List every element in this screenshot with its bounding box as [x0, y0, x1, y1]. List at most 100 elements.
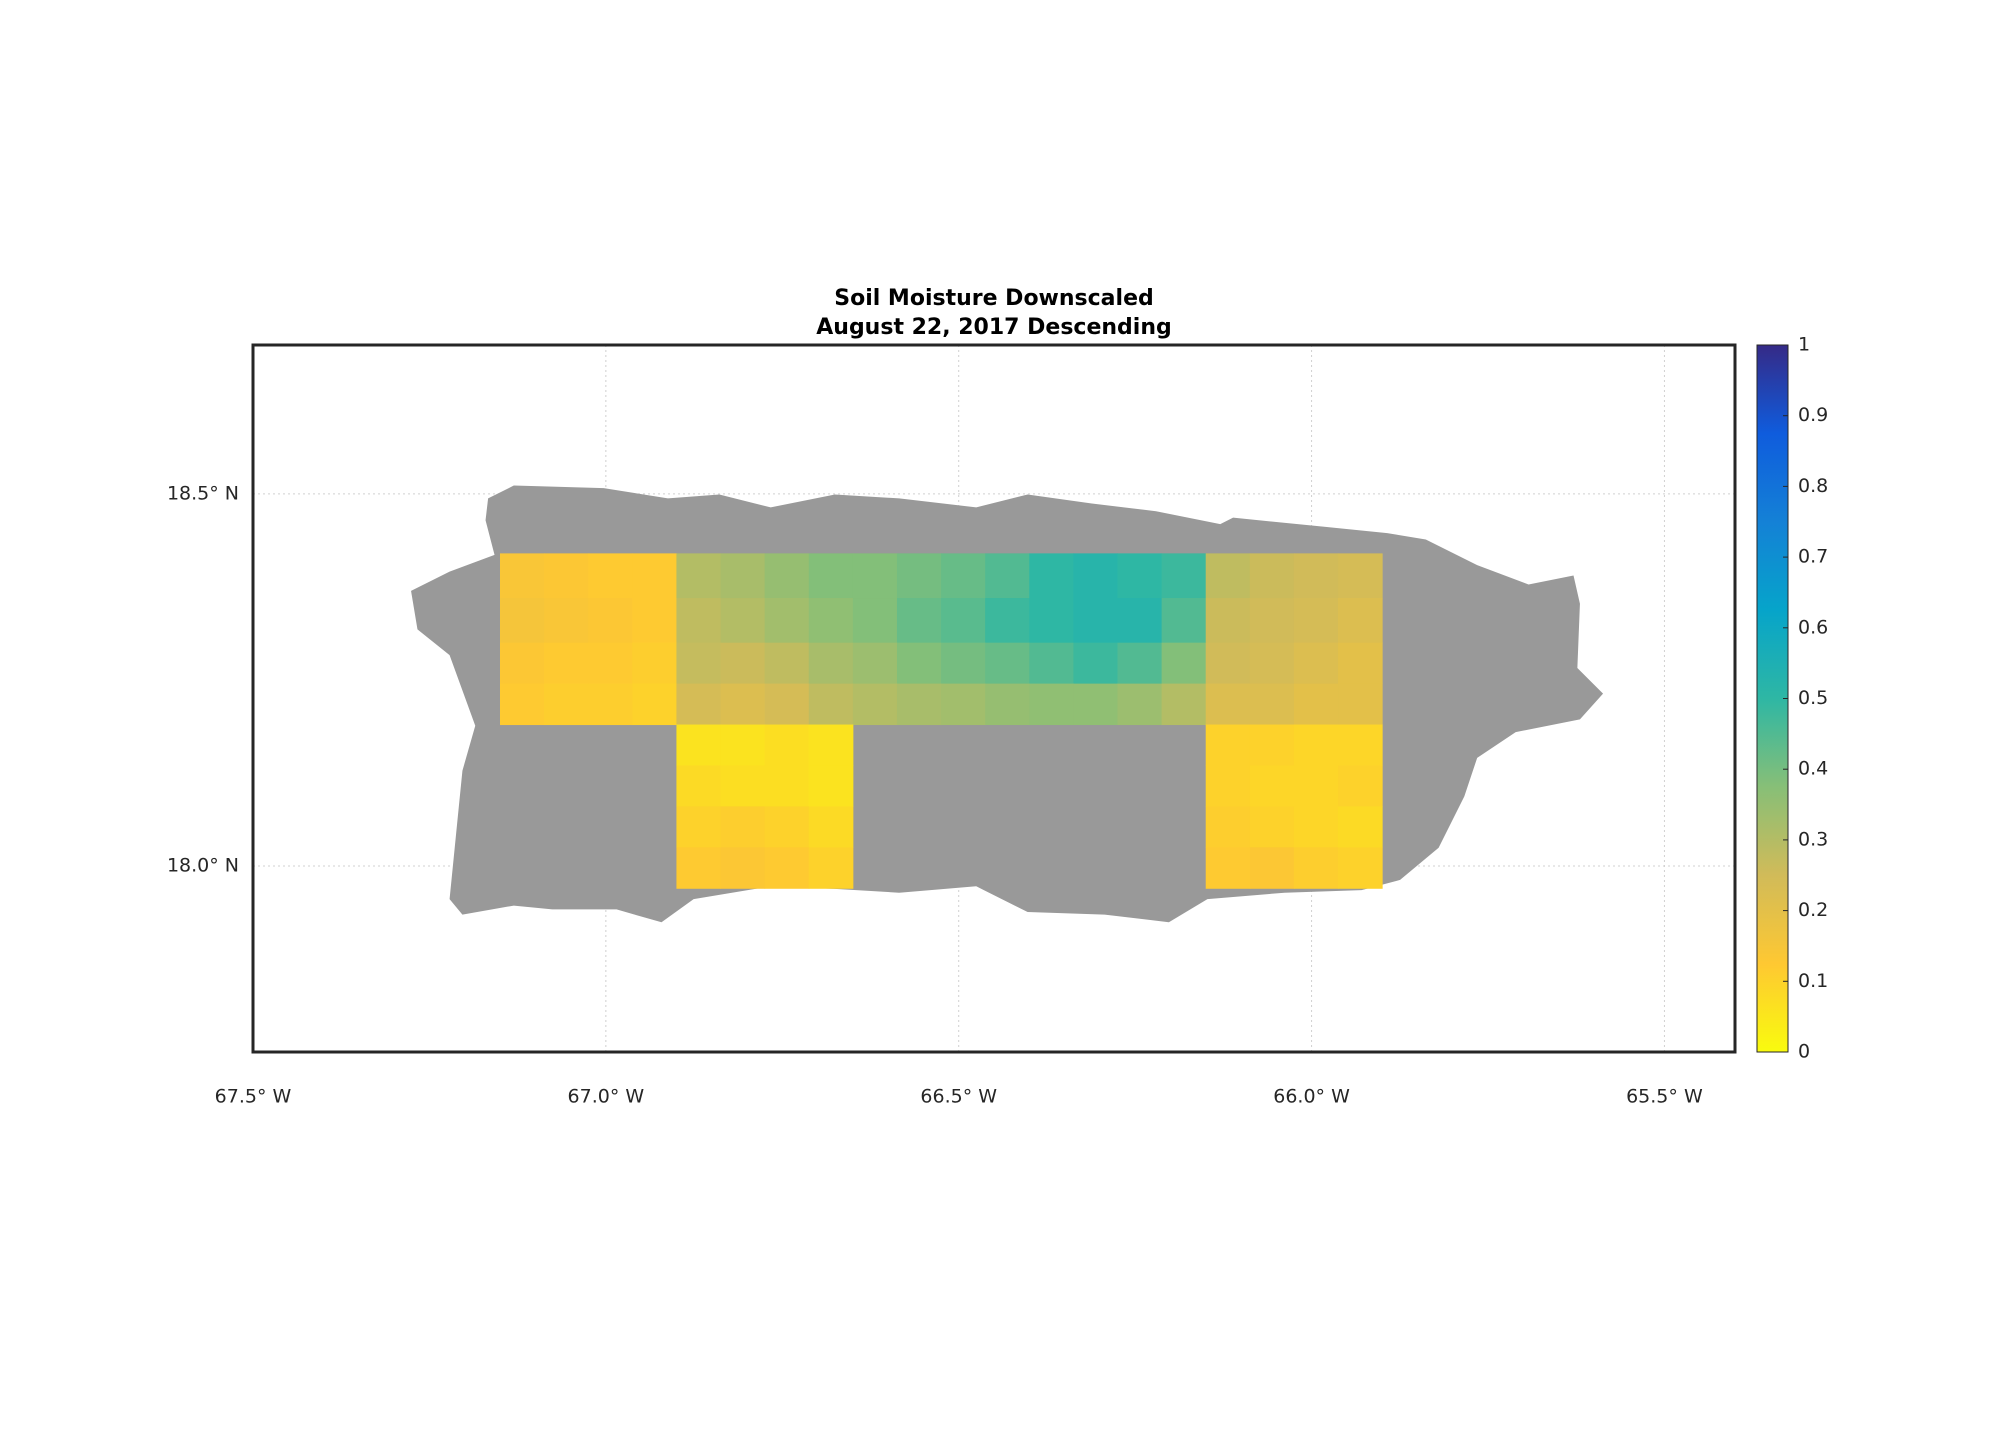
moisture-cell [1338, 806, 1383, 848]
colorbar-tick-label: 0 [1798, 1041, 1810, 1063]
moisture-cell [808, 724, 854, 766]
moisture-cell [1117, 553, 1163, 599]
moisture-cell [500, 598, 545, 644]
moisture-cell [544, 553, 589, 599]
moisture-cell [1161, 553, 1207, 599]
moisture-cell [985, 553, 1030, 599]
moisture-cell [764, 724, 810, 766]
x-tick-label: 67.5° W [215, 1086, 292, 1108]
moisture-cell [985, 598, 1030, 644]
moisture-cell [852, 683, 898, 726]
moisture-cell [544, 642, 589, 685]
moisture-cell [1338, 847, 1383, 889]
colorbar-tick-label: 0.1 [1798, 970, 1828, 992]
moisture-cell [1117, 598, 1163, 644]
moisture-cell [808, 642, 854, 685]
moisture-cell [985, 683, 1030, 726]
moisture-cell [852, 642, 898, 685]
moisture-cell [588, 642, 633, 685]
moisture-cell [1249, 765, 1295, 807]
moisture-cell [676, 806, 722, 848]
moisture-cell [1293, 724, 1339, 766]
moisture-cell [1293, 598, 1339, 644]
moisture-cell [1205, 553, 1251, 599]
moisture-cell [808, 598, 854, 644]
moisture-cell [1029, 598, 1074, 644]
map-frame [251, 343, 1737, 1054]
moisture-cell [632, 642, 677, 685]
moisture-cell [1205, 806, 1251, 848]
moisture-cell [896, 553, 942, 599]
moisture-cell [1293, 553, 1339, 599]
moisture-cell [852, 598, 898, 644]
moisture-cell [941, 642, 986, 685]
moisture-cell [1249, 598, 1295, 644]
colorbar-tick-label: 0.3 [1798, 828, 1828, 850]
moisture-cell [1249, 806, 1295, 848]
moisture-cell [808, 806, 854, 848]
colorbar-tick-label: 0.6 [1798, 616, 1828, 638]
y-tick-label: 18.5° N [167, 482, 239, 504]
moisture-cell [588, 598, 633, 644]
moisture-cell [1293, 806, 1339, 848]
moisture-cell [1161, 683, 1207, 726]
moisture-cell [896, 598, 942, 644]
moisture-cell [764, 553, 810, 599]
moisture-cell [1161, 642, 1207, 685]
moisture-cell [1249, 847, 1295, 889]
moisture-cell [588, 683, 633, 726]
moisture-cell [676, 765, 722, 807]
y-tick-label: 18.0° N [167, 854, 239, 876]
moisture-cell [720, 553, 766, 599]
moisture-cell [1338, 642, 1383, 685]
moisture-cell [632, 553, 677, 599]
moisture-cell [941, 598, 986, 644]
moisture-cell [764, 847, 810, 889]
moisture-cell [1205, 598, 1251, 644]
moisture-cell [676, 553, 722, 599]
colorbar-tick-label: 0.5 [1798, 687, 1828, 709]
moisture-cell [1029, 642, 1074, 685]
colorbar-tick-label: 0.2 [1798, 899, 1828, 921]
moisture-cell [1249, 642, 1295, 685]
colorbar-tick-label: 0.7 [1798, 546, 1828, 568]
moisture-cell [985, 642, 1030, 685]
moisture-cell [1293, 847, 1339, 889]
moisture-cell [676, 683, 722, 726]
moisture-cell [1205, 642, 1251, 685]
moisture-cell [764, 806, 810, 848]
moisture-cell [1073, 683, 1118, 726]
moisture-cell [808, 553, 854, 599]
moisture-cell [720, 683, 766, 726]
x-tick-label: 65.5° W [1626, 1086, 1703, 1108]
moisture-cell [896, 683, 942, 726]
moisture-cell [852, 553, 898, 599]
moisture-cell [1249, 683, 1295, 726]
moisture-cell [1161, 598, 1207, 644]
map-title: Soil Moisture Downscaled [834, 286, 1154, 311]
moisture-cell [808, 847, 854, 889]
moisture-cell [676, 642, 722, 685]
moisture-cell [1338, 724, 1383, 766]
moisture-cell [500, 683, 545, 726]
moisture-cell [764, 642, 810, 685]
moisture-cell [1205, 724, 1251, 766]
moisture-cell [1249, 724, 1295, 766]
moisture-cell [1073, 642, 1118, 685]
moisture-cell [1205, 683, 1251, 726]
moisture-cell [1338, 598, 1383, 644]
moisture-cell [1029, 683, 1074, 726]
moisture-cell [720, 847, 766, 889]
colorbar-tick-label: 0.4 [1798, 758, 1828, 780]
moisture-cell [941, 553, 986, 599]
moisture-cell [676, 847, 722, 889]
moisture-cell [720, 724, 766, 766]
moisture-cell [632, 683, 677, 726]
moisture-cell [1029, 553, 1074, 599]
moisture-cell [544, 683, 589, 726]
moisture-cell [1293, 765, 1339, 807]
moisture-cell [500, 642, 545, 685]
moisture-cell [500, 553, 545, 599]
moisture-cell [1338, 553, 1383, 599]
moisture-cell [1205, 847, 1251, 889]
